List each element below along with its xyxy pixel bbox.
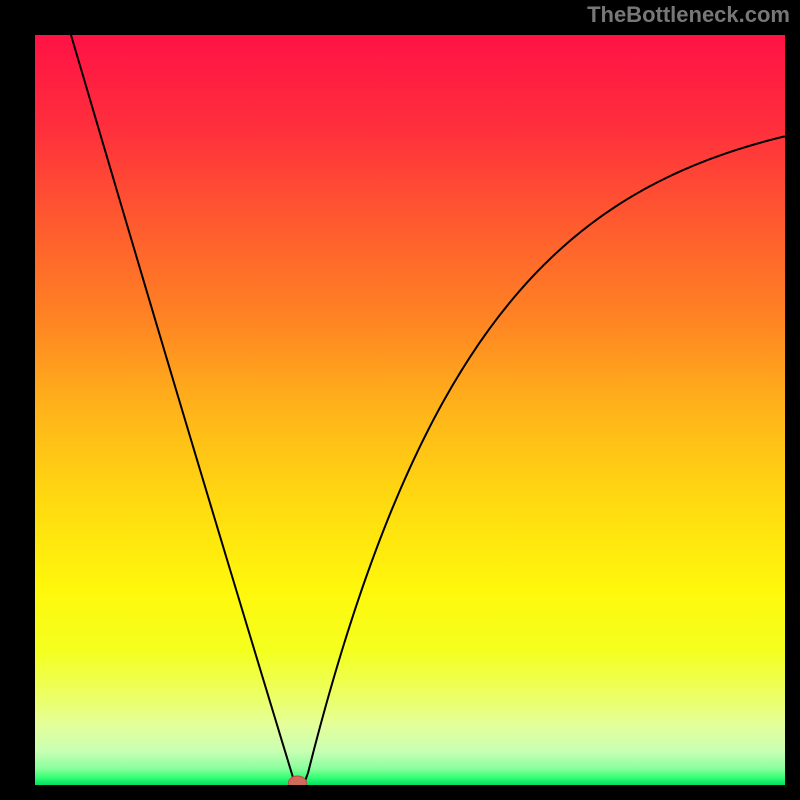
gradient-background — [35, 35, 785, 785]
root-container: TheBottleneck.com — [0, 0, 800, 800]
plot-area — [35, 35, 785, 785]
optimal-point-marker — [289, 776, 307, 785]
bottleneck-chart — [35, 35, 785, 785]
watermark-text: TheBottleneck.com — [587, 2, 790, 28]
